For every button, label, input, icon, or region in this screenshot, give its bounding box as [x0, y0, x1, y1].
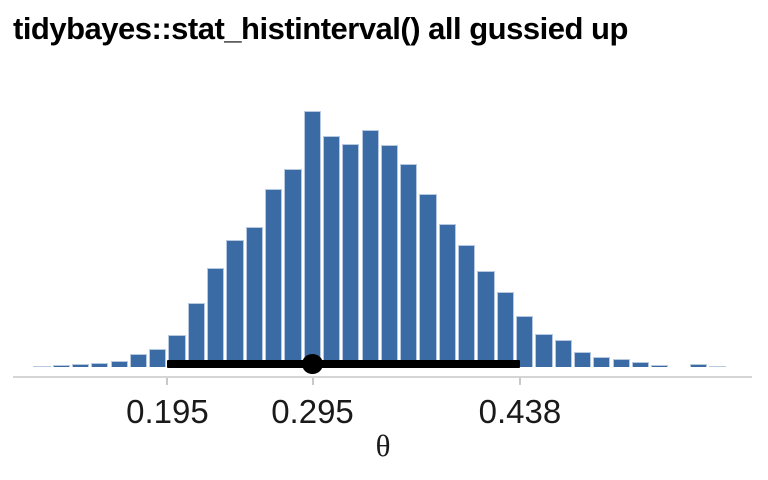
credible-interval-line [167, 360, 520, 368]
x-axis-tick [518, 378, 521, 385]
histogram-bar [631, 362, 650, 367]
x-axis-tick [311, 378, 314, 385]
x-axis-tick-label: 0.195 [126, 393, 209, 430]
x-axis-title: θ [375, 428, 391, 463]
histogram-bar [709, 366, 727, 367]
histogram-bar [322, 136, 341, 367]
histogram-bar [149, 349, 167, 367]
histogram-bar [515, 316, 534, 367]
histogram-bar [245, 227, 263, 367]
histogram-bar [535, 334, 553, 367]
histogram-bar [438, 224, 456, 367]
point-estimate-dot [302, 354, 323, 374]
histogram-bar [207, 268, 225, 367]
x-axis-tick-label: 0.295 [271, 393, 354, 430]
histogram-bar [226, 240, 244, 367]
histogram-bar [129, 354, 148, 367]
histogram-bar [342, 144, 360, 367]
histogram-bar [187, 303, 205, 367]
histogram-bar [573, 352, 592, 367]
x-axis-line [13, 376, 752, 378]
histogram-bar [52, 365, 70, 367]
x-axis-tick [166, 378, 169, 385]
histogram-bar [33, 366, 51, 367]
histogram-bar [689, 364, 707, 367]
histogram-bar [496, 292, 514, 367]
histogram-bar [477, 271, 495, 367]
histogram-bar [651, 365, 669, 367]
histogram-bar [554, 340, 572, 367]
histogram-bar [380, 145, 399, 367]
histogram-bar [168, 335, 186, 367]
histogram-bar [593, 357, 611, 367]
histogram-bar [91, 363, 109, 367]
histogram-bar [458, 245, 476, 367]
histogram-bar [419, 194, 437, 367]
chart-title: tidybayes::stat_histinterval() all gussi… [13, 11, 628, 46]
histogram-bar [361, 130, 379, 367]
histogram-bar [264, 189, 283, 367]
histogram-bar [612, 359, 630, 367]
histogram-bar [303, 111, 321, 367]
histogram-bar [400, 164, 418, 367]
histogram-bar [110, 361, 128, 367]
histogram-bar [71, 364, 90, 367]
histogram-bar [284, 169, 302, 367]
x-axis-tick-label: 0.438 [478, 393, 562, 430]
